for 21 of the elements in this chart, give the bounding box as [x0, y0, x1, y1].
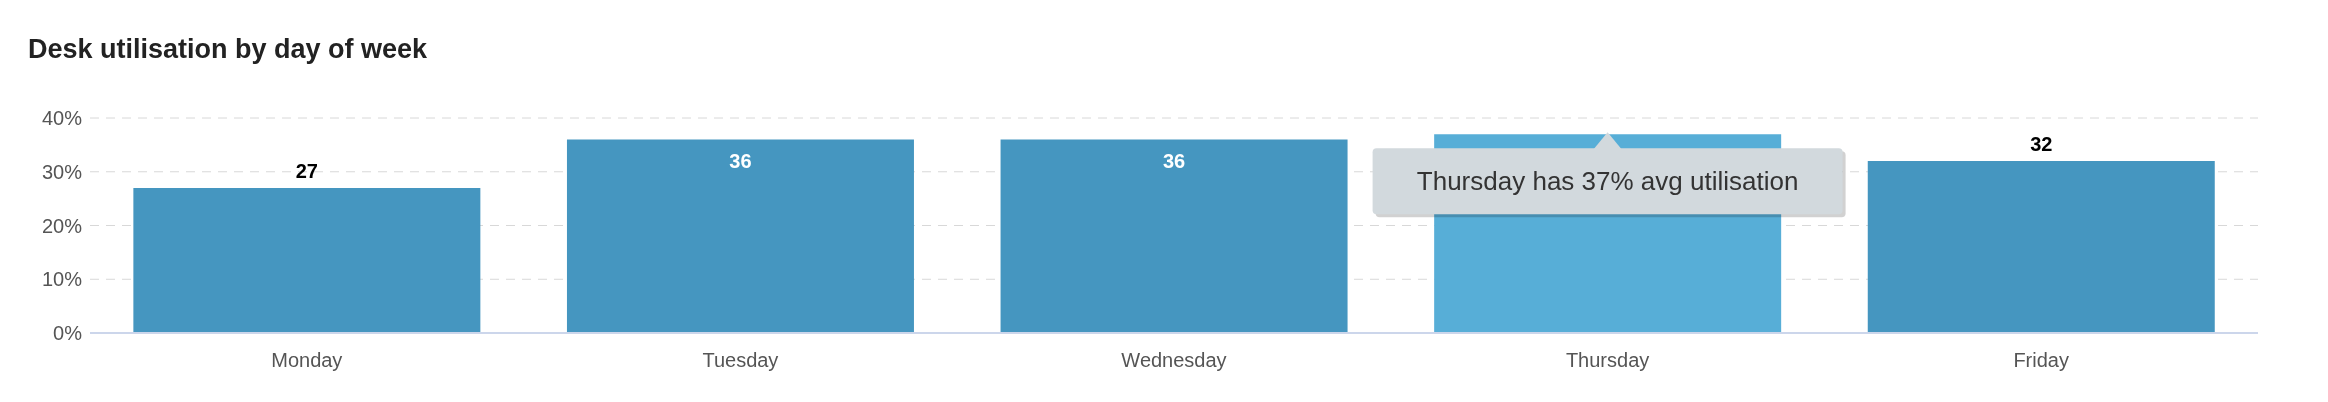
x-tick-label: Tuesday [702, 349, 779, 372]
data-label: 32 [2030, 133, 2053, 155]
y-tick-label: 0% [53, 322, 83, 345]
bar [1000, 139, 1348, 333]
bar [133, 187, 481, 333]
y-tick-label: 10% [41, 268, 83, 291]
data-label: 27 [295, 159, 318, 182]
bar [1867, 161, 2215, 333]
x-tick-label: Wednesday [1121, 349, 1227, 372]
x-tick-label: Thursday [1565, 349, 1650, 372]
y-tick-label: 40% [41, 107, 83, 130]
annotation: Thursday has 37% avg utilisation [1416, 166, 1799, 197]
y-tick-label: 30% [41, 160, 83, 183]
x-tick-label: Monday [271, 349, 343, 372]
tooltip: Thursday has 37% avg utilisation [1372, 132, 1846, 218]
data-label: 36 [1162, 149, 1186, 172]
x-tick-label: Friday [2013, 349, 2069, 372]
bar [566, 139, 914, 333]
y-tick-label: 20% [41, 214, 83, 237]
data-label: 36 [729, 149, 752, 172]
chart-title: Desk utilisation by day of week [27, 33, 429, 66]
